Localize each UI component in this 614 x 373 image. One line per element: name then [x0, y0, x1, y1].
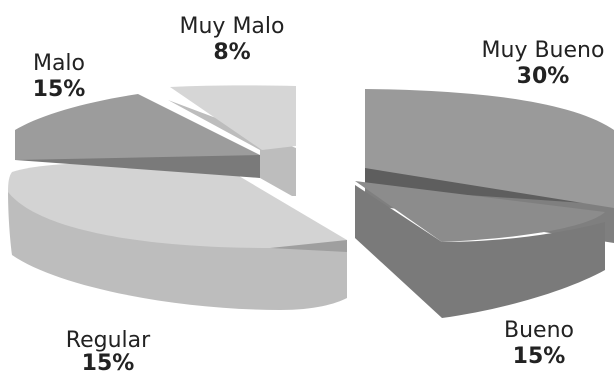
label-malo-name: Malo [33, 51, 85, 76]
label-muy-bueno-value: 30% [517, 64, 570, 89]
label-malo-value: 15% [33, 77, 86, 102]
label-regular-value: 15% [82, 351, 135, 373]
label-bueno-value: 15% [513, 344, 566, 369]
label-muy-malo-value: 8% [213, 40, 250, 65]
label-regular-name: Regular [66, 328, 151, 353]
label-muy-malo-name: Muy Malo [180, 14, 285, 39]
slice-regular [8, 163, 347, 310]
label-muy-bueno-name: Muy Bueno [482, 38, 605, 63]
label-bueno-name: Bueno [504, 318, 574, 343]
